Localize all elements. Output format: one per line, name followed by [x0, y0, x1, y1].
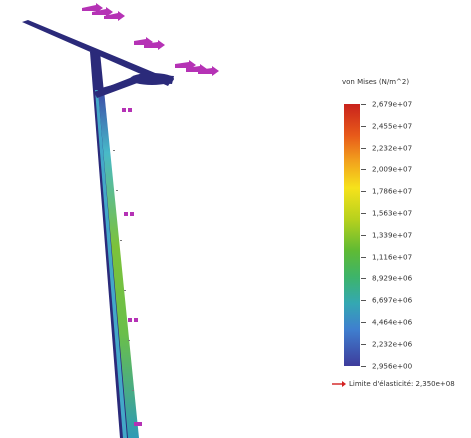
stress-legend: von Mises (N/m^2) 2,679e+07 2,455e+07 2,… — [332, 78, 470, 398]
legend-tick: 8,929e+06 — [372, 273, 413, 283]
legend-tick: 2,009e+07 — [372, 164, 413, 174]
tick-mark — [361, 322, 366, 323]
brace-link — [97, 79, 135, 91]
yield-strength-row: Limite d'élasticité: 2,350e+08 — [332, 380, 455, 388]
legend-tick: 4,464e+06 — [372, 317, 413, 327]
pole-inner-band — [95, 90, 127, 438]
crossbar — [22, 20, 172, 86]
legend-tick: 2,679e+07 — [372, 99, 413, 109]
yield-strength-label: Limite d'élasticité: 2,350e+08 — [349, 380, 455, 388]
tick-mark — [361, 191, 366, 192]
legend-tick: 1,786e+07 — [372, 186, 413, 196]
force-arrow-icon — [82, 3, 219, 76]
legend-tick: 1,339e+07 — [372, 230, 413, 240]
tick-mark — [361, 235, 366, 236]
legend-tick: 6,697e+06 — [372, 295, 413, 305]
tick-mark — [361, 257, 366, 258]
tick-mark — [361, 300, 366, 301]
pole-stress-band — [98, 90, 139, 438]
tick-mark — [361, 104, 366, 105]
tick-mark — [361, 366, 366, 367]
luminaire-head — [130, 73, 174, 85]
tick-mark — [361, 126, 366, 127]
stress-ticks — [113, 150, 134, 391]
legend-title: von Mises (N/m^2) — [342, 78, 410, 86]
legend-tick: 2,455e+07 — [372, 121, 413, 131]
tick-mark — [361, 148, 366, 149]
tick-mark — [361, 278, 366, 279]
legend-tick: 2,232e+06 — [372, 339, 413, 349]
tick-mark — [361, 213, 366, 214]
tick-mark — [361, 344, 366, 345]
legend-tick: 2,956e+00 — [372, 361, 413, 371]
yield-arrow-icon — [332, 381, 346, 387]
tick-mark — [361, 169, 366, 170]
legend-tick: 2,232e+07 — [372, 143, 413, 153]
legend-tick: 1,563e+07 — [372, 208, 413, 218]
legend-colorbar — [344, 104, 360, 366]
legend-tick: 1,116e+07 — [372, 252, 413, 262]
fixture-marker-icon — [122, 108, 142, 426]
